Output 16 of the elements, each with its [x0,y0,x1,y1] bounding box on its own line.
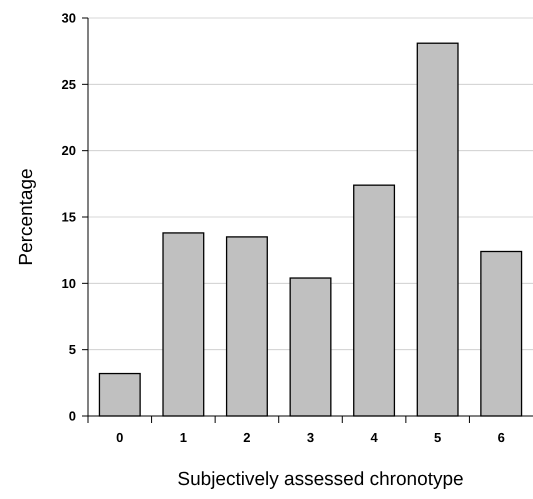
y-tick-label: 25 [62,76,76,92]
x-tick-label: 5 [434,430,442,445]
y-tick-label: 10 [62,276,76,291]
y-tick-label: 5 [68,342,76,358]
x-tick-label: 2 [243,430,251,445]
y-axis-title: Percentage [16,168,37,266]
y-tick-label: 30 [62,10,76,26]
x-tick-label: 4 [370,430,378,445]
x-tick-label: 0 [116,430,124,445]
x-axis-title: Subjectively assessed chronotype [177,469,464,490]
x-tick-label: 6 [498,430,505,445]
y-tick-label: 20 [62,143,76,158]
x-tick-label: 3 [306,430,314,445]
x-tick-label: 1 [180,430,187,445]
y-tick-label: 0 [68,408,76,424]
y-tick-label: 15 [62,210,76,225]
